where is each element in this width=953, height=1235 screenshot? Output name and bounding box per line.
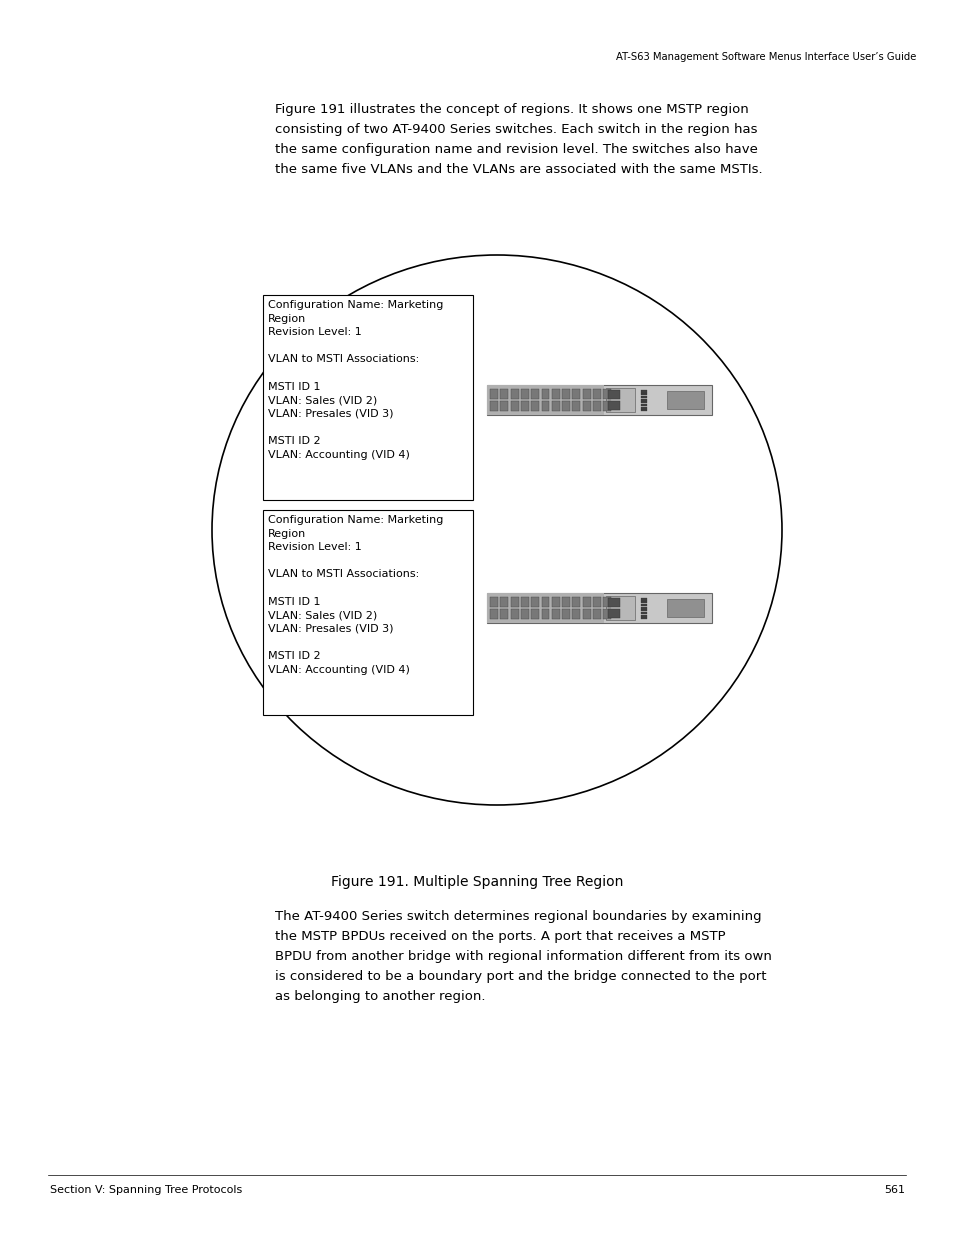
FancyBboxPatch shape bbox=[593, 401, 600, 411]
FancyBboxPatch shape bbox=[510, 609, 518, 619]
FancyBboxPatch shape bbox=[499, 389, 508, 399]
FancyBboxPatch shape bbox=[572, 598, 579, 606]
FancyBboxPatch shape bbox=[520, 389, 528, 399]
FancyBboxPatch shape bbox=[520, 401, 528, 411]
FancyBboxPatch shape bbox=[605, 597, 635, 620]
FancyBboxPatch shape bbox=[640, 393, 646, 395]
FancyBboxPatch shape bbox=[572, 609, 579, 619]
FancyBboxPatch shape bbox=[640, 599, 646, 600]
FancyBboxPatch shape bbox=[582, 609, 590, 619]
Text: Configuration Name: Marketing
Region
Revision Level: 1

VLAN to MSTI Association: Configuration Name: Marketing Region Rev… bbox=[268, 300, 443, 459]
FancyBboxPatch shape bbox=[499, 598, 508, 606]
FancyBboxPatch shape bbox=[640, 615, 646, 616]
FancyBboxPatch shape bbox=[551, 598, 559, 606]
FancyBboxPatch shape bbox=[263, 510, 473, 715]
FancyBboxPatch shape bbox=[605, 388, 635, 412]
FancyBboxPatch shape bbox=[561, 389, 570, 399]
FancyBboxPatch shape bbox=[640, 406, 646, 409]
Text: is considered to be a boundary port and the bridge connected to the port: is considered to be a boundary port and … bbox=[274, 969, 765, 983]
Text: Section V: Spanning Tree Protocols: Section V: Spanning Tree Protocols bbox=[50, 1186, 242, 1195]
FancyBboxPatch shape bbox=[640, 401, 646, 404]
FancyBboxPatch shape bbox=[640, 601, 646, 603]
FancyBboxPatch shape bbox=[666, 599, 703, 618]
FancyBboxPatch shape bbox=[499, 609, 508, 619]
FancyBboxPatch shape bbox=[486, 385, 711, 415]
FancyBboxPatch shape bbox=[602, 401, 611, 411]
Text: as belonging to another region.: as belonging to another region. bbox=[274, 990, 485, 1003]
FancyBboxPatch shape bbox=[572, 401, 579, 411]
FancyBboxPatch shape bbox=[541, 598, 549, 606]
FancyBboxPatch shape bbox=[593, 609, 600, 619]
FancyBboxPatch shape bbox=[531, 401, 538, 411]
FancyBboxPatch shape bbox=[572, 389, 579, 399]
FancyBboxPatch shape bbox=[561, 401, 570, 411]
FancyBboxPatch shape bbox=[490, 389, 497, 399]
FancyBboxPatch shape bbox=[640, 404, 646, 406]
FancyBboxPatch shape bbox=[490, 609, 497, 619]
FancyBboxPatch shape bbox=[561, 598, 570, 606]
Text: Figure 191 illustrates the concept of regions. It shows one MSTP region: Figure 191 illustrates the concept of re… bbox=[274, 103, 748, 116]
FancyBboxPatch shape bbox=[582, 401, 590, 411]
FancyBboxPatch shape bbox=[541, 389, 549, 399]
Text: 561: 561 bbox=[883, 1186, 904, 1195]
FancyBboxPatch shape bbox=[486, 385, 603, 415]
FancyBboxPatch shape bbox=[640, 390, 646, 393]
FancyBboxPatch shape bbox=[607, 609, 619, 618]
FancyBboxPatch shape bbox=[593, 598, 600, 606]
FancyBboxPatch shape bbox=[551, 389, 559, 399]
FancyBboxPatch shape bbox=[640, 606, 646, 609]
Text: AT-S63 Management Software Menus Interface User’s Guide: AT-S63 Management Software Menus Interfa… bbox=[615, 52, 915, 62]
FancyBboxPatch shape bbox=[551, 401, 559, 411]
Text: BPDU from another bridge with regional information different from its own: BPDU from another bridge with regional i… bbox=[274, 950, 771, 963]
FancyBboxPatch shape bbox=[541, 401, 549, 411]
FancyBboxPatch shape bbox=[582, 389, 590, 399]
FancyBboxPatch shape bbox=[640, 395, 646, 398]
FancyBboxPatch shape bbox=[607, 598, 619, 606]
FancyBboxPatch shape bbox=[640, 611, 646, 614]
FancyBboxPatch shape bbox=[541, 609, 549, 619]
Text: the MSTP BPDUs received on the ports. A port that receives a MSTP: the MSTP BPDUs received on the ports. A … bbox=[274, 930, 725, 944]
Text: the same configuration name and revision level. The switches also have: the same configuration name and revision… bbox=[274, 143, 757, 156]
FancyBboxPatch shape bbox=[640, 618, 646, 620]
FancyBboxPatch shape bbox=[607, 401, 619, 410]
FancyBboxPatch shape bbox=[640, 604, 646, 606]
FancyBboxPatch shape bbox=[490, 401, 497, 411]
FancyBboxPatch shape bbox=[520, 598, 528, 606]
FancyBboxPatch shape bbox=[602, 609, 611, 619]
Text: The AT-9400 Series switch determines regional boundaries by examining: The AT-9400 Series switch determines reg… bbox=[274, 910, 760, 923]
FancyBboxPatch shape bbox=[666, 391, 703, 409]
FancyBboxPatch shape bbox=[602, 389, 611, 399]
FancyBboxPatch shape bbox=[510, 598, 518, 606]
FancyBboxPatch shape bbox=[510, 389, 518, 399]
FancyBboxPatch shape bbox=[551, 609, 559, 619]
FancyBboxPatch shape bbox=[640, 609, 646, 611]
FancyBboxPatch shape bbox=[582, 598, 590, 606]
FancyBboxPatch shape bbox=[263, 295, 473, 500]
FancyBboxPatch shape bbox=[486, 593, 711, 622]
FancyBboxPatch shape bbox=[531, 389, 538, 399]
FancyBboxPatch shape bbox=[520, 609, 528, 619]
Text: the same five VLANs and the VLANs are associated with the same MSTIs.: the same five VLANs and the VLANs are as… bbox=[274, 163, 761, 177]
FancyBboxPatch shape bbox=[531, 609, 538, 619]
FancyBboxPatch shape bbox=[607, 390, 619, 399]
FancyBboxPatch shape bbox=[486, 593, 603, 622]
FancyBboxPatch shape bbox=[561, 609, 570, 619]
FancyBboxPatch shape bbox=[593, 389, 600, 399]
FancyBboxPatch shape bbox=[640, 399, 646, 400]
FancyBboxPatch shape bbox=[640, 409, 646, 411]
FancyBboxPatch shape bbox=[531, 598, 538, 606]
FancyBboxPatch shape bbox=[510, 401, 518, 411]
FancyBboxPatch shape bbox=[490, 598, 497, 606]
FancyBboxPatch shape bbox=[499, 401, 508, 411]
Text: consisting of two AT-9400 Series switches. Each switch in the region has: consisting of two AT-9400 Series switche… bbox=[274, 124, 757, 136]
Text: Figure 191. Multiple Spanning Tree Region: Figure 191. Multiple Spanning Tree Regio… bbox=[331, 876, 622, 889]
Text: Configuration Name: Marketing
Region
Revision Level: 1

VLAN to MSTI Association: Configuration Name: Marketing Region Rev… bbox=[268, 515, 443, 674]
FancyBboxPatch shape bbox=[602, 598, 611, 606]
